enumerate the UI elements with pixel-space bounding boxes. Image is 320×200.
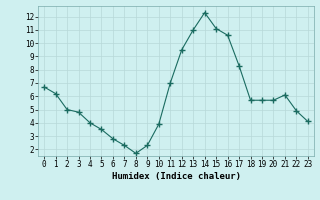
X-axis label: Humidex (Indice chaleur): Humidex (Indice chaleur) <box>111 172 241 181</box>
